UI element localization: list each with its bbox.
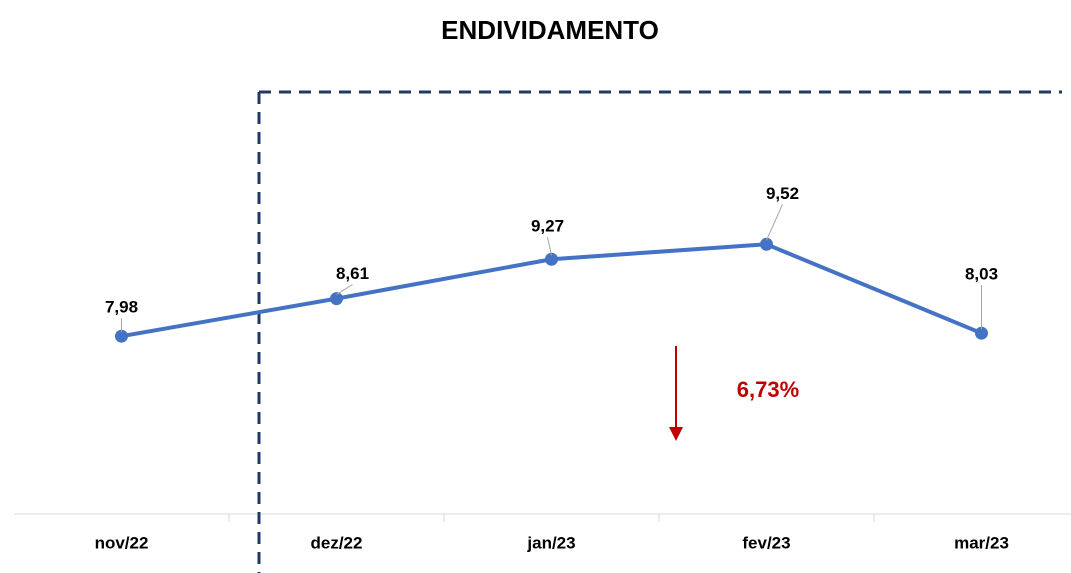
highlight-frame xyxy=(257,90,1062,573)
point xyxy=(545,252,558,266)
leader-line xyxy=(336,284,353,296)
x-tick-label: dez/22 xyxy=(311,533,363,552)
x-tick-label: nov/22 xyxy=(95,533,149,552)
data-label: 7,98 xyxy=(105,298,138,317)
arrow-head xyxy=(669,427,683,441)
x-tick-label: jan/23 xyxy=(526,533,575,552)
x-tick-label: mar/23 xyxy=(954,533,1009,552)
point xyxy=(330,292,343,306)
x-tick-label: fev/23 xyxy=(742,533,790,552)
point xyxy=(115,329,128,343)
chart-title: ENDIVIDAMENTO xyxy=(441,15,659,45)
leader-line xyxy=(766,204,783,241)
data-label: 8,61 xyxy=(336,264,369,283)
point xyxy=(975,326,988,340)
data-label: 9,52 xyxy=(766,184,799,203)
leader-line xyxy=(547,237,552,256)
data-label: 8,03 xyxy=(965,265,998,284)
annotation: 6,73% xyxy=(737,377,799,402)
data-label: 9,27 xyxy=(531,217,564,236)
point xyxy=(760,237,773,251)
